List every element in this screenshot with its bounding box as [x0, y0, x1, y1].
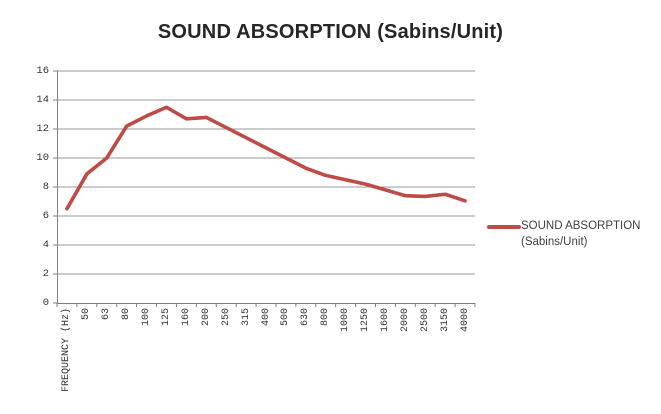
x-axis-tick-label: 630 — [300, 308, 312, 327]
x-axis-tick-label: 63 — [101, 308, 113, 321]
y-axis-tick-label: 14 — [36, 94, 49, 106]
y-axis-tick-label: 6 — [42, 210, 49, 222]
x-axis-tick-label: 500 — [280, 308, 292, 327]
series-line-sound-absorption — [65, 105, 467, 211]
x-axis-tick-label: 315 — [240, 308, 252, 327]
x-axis-tick-label: 50 — [81, 308, 93, 321]
x-axis-tick-label: 1000 — [340, 308, 352, 333]
x-axis-tick-label: 2500 — [419, 308, 431, 333]
x-axis-tick-label: 4000 — [459, 308, 471, 333]
legend: SOUND ABSORPTION (Sabins/Unit) — [487, 219, 645, 250]
x-axis-tick-label: 1250 — [360, 308, 372, 333]
x-axis-tick-label: 160 — [180, 308, 192, 327]
x-axis-tick-label: 80 — [121, 308, 133, 321]
y-axis-tick-label: 4 — [42, 239, 49, 251]
y-axis-tick-label: 0 — [42, 297, 49, 309]
chart-title: SOUND ABSORPTION (Sabins/Unit) — [157, 21, 504, 43]
y-axis-tick-label: 16 — [36, 65, 49, 77]
x-axis-tick-label: 100 — [141, 308, 153, 327]
x-axis-tick-label: 2000 — [399, 308, 411, 333]
x-axis-tick-label: 200 — [200, 308, 212, 327]
x-axis-tick-label: 800 — [320, 308, 332, 327]
x-axis-tick-label: 400 — [260, 308, 272, 327]
x-axis-tick-label: FREQUENCY (Hz) — [61, 308, 73, 393]
x-axis-tick-label: 3150 — [439, 308, 451, 333]
y-axis-tick-label: 2 — [42, 268, 49, 280]
x-axis-tick-label: 1600 — [379, 308, 391, 333]
y-axis-tick-label: 10 — [36, 152, 49, 164]
y-axis-tick-label: 8 — [42, 181, 49, 193]
x-axis-tick-label: 250 — [220, 308, 232, 327]
legend-label: SOUND ABSORPTION (Sabins/Unit) — [521, 220, 641, 248]
legend-line-swatch — [487, 225, 521, 229]
y-axis-tick-label: 12 — [36, 123, 49, 135]
x-axis-tick-label: 125 — [160, 308, 172, 327]
